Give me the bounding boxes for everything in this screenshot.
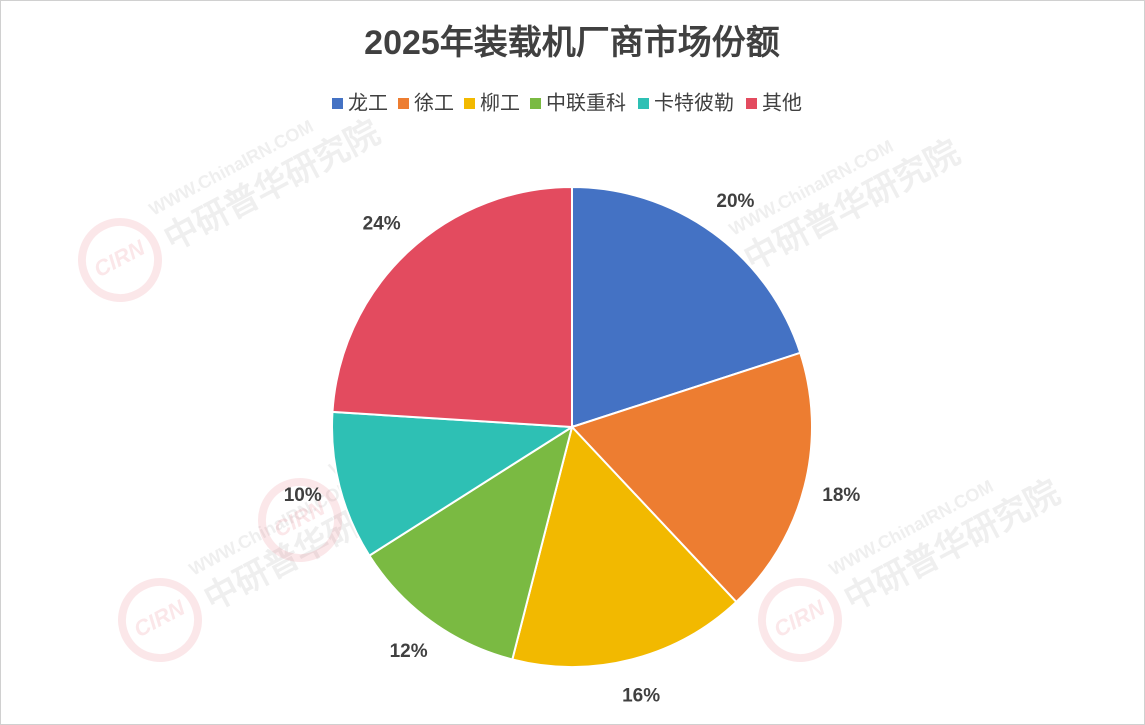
legend-swatch — [638, 98, 649, 109]
pie-slice — [511, 424, 738, 668]
data-label: 20% — [716, 191, 754, 212]
pie-slice — [331, 185, 573, 429]
pie-slice — [571, 185, 802, 429]
legend-label: 卡特彼勒 — [654, 91, 734, 114]
legend-swatch — [746, 98, 757, 109]
pie: 20% 18% 16% 12% 10% 24% — [284, 185, 860, 706]
legend-swatch — [530, 98, 541, 109]
data-label: 16% — [622, 685, 660, 706]
pie-slice — [570, 351, 813, 604]
legend-label: 柳工 — [480, 91, 520, 114]
watermark-logo-ring — [118, 578, 202, 662]
legend-swatch — [464, 98, 475, 109]
pie-slice — [331, 410, 576, 557]
legend-label: 其他 — [762, 91, 802, 114]
legend: 龙工 徐工 柳工 中联重科 卡特彼勒 其他 — [332, 91, 802, 114]
legend-label: 龙工 — [348, 91, 388, 114]
legend-label: 中联重科 — [546, 91, 626, 114]
watermark-logo-ring — [78, 218, 162, 302]
watermark-logo-ring — [258, 478, 342, 562]
legend-swatch — [398, 98, 409, 109]
data-label: 10% — [284, 485, 322, 506]
chart-title: 2025年装载机厂商市场份额 — [364, 23, 780, 62]
data-label: 12% — [390, 641, 428, 662]
data-label: 18% — [822, 485, 860, 506]
legend-swatch — [332, 98, 343, 109]
watermark-logo-ring — [758, 578, 842, 662]
legend-label: 徐工 — [414, 91, 454, 114]
data-label: 24% — [363, 213, 401, 234]
pie-slice — [367, 424, 574, 661]
